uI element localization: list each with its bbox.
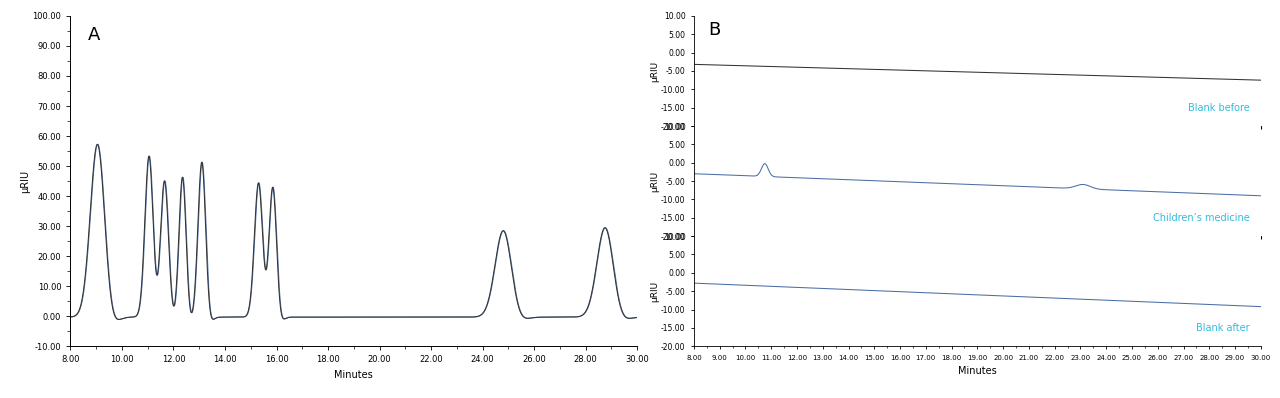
Text: Blank before: Blank before xyxy=(1188,103,1249,113)
X-axis label: Minutes: Minutes xyxy=(957,366,997,376)
Y-axis label: μRIU: μRIU xyxy=(650,60,659,82)
Y-axis label: μRIU: μRIU xyxy=(19,170,29,193)
X-axis label: Minutes: Minutes xyxy=(334,370,374,380)
Text: A: A xyxy=(87,26,100,44)
Text: Blank after: Blank after xyxy=(1196,323,1249,333)
Y-axis label: μRIU: μRIU xyxy=(650,281,659,302)
Text: Children’s medicine: Children’s medicine xyxy=(1153,213,1249,223)
Text: B: B xyxy=(708,21,721,39)
Y-axis label: μRIU: μRIU xyxy=(650,170,659,192)
